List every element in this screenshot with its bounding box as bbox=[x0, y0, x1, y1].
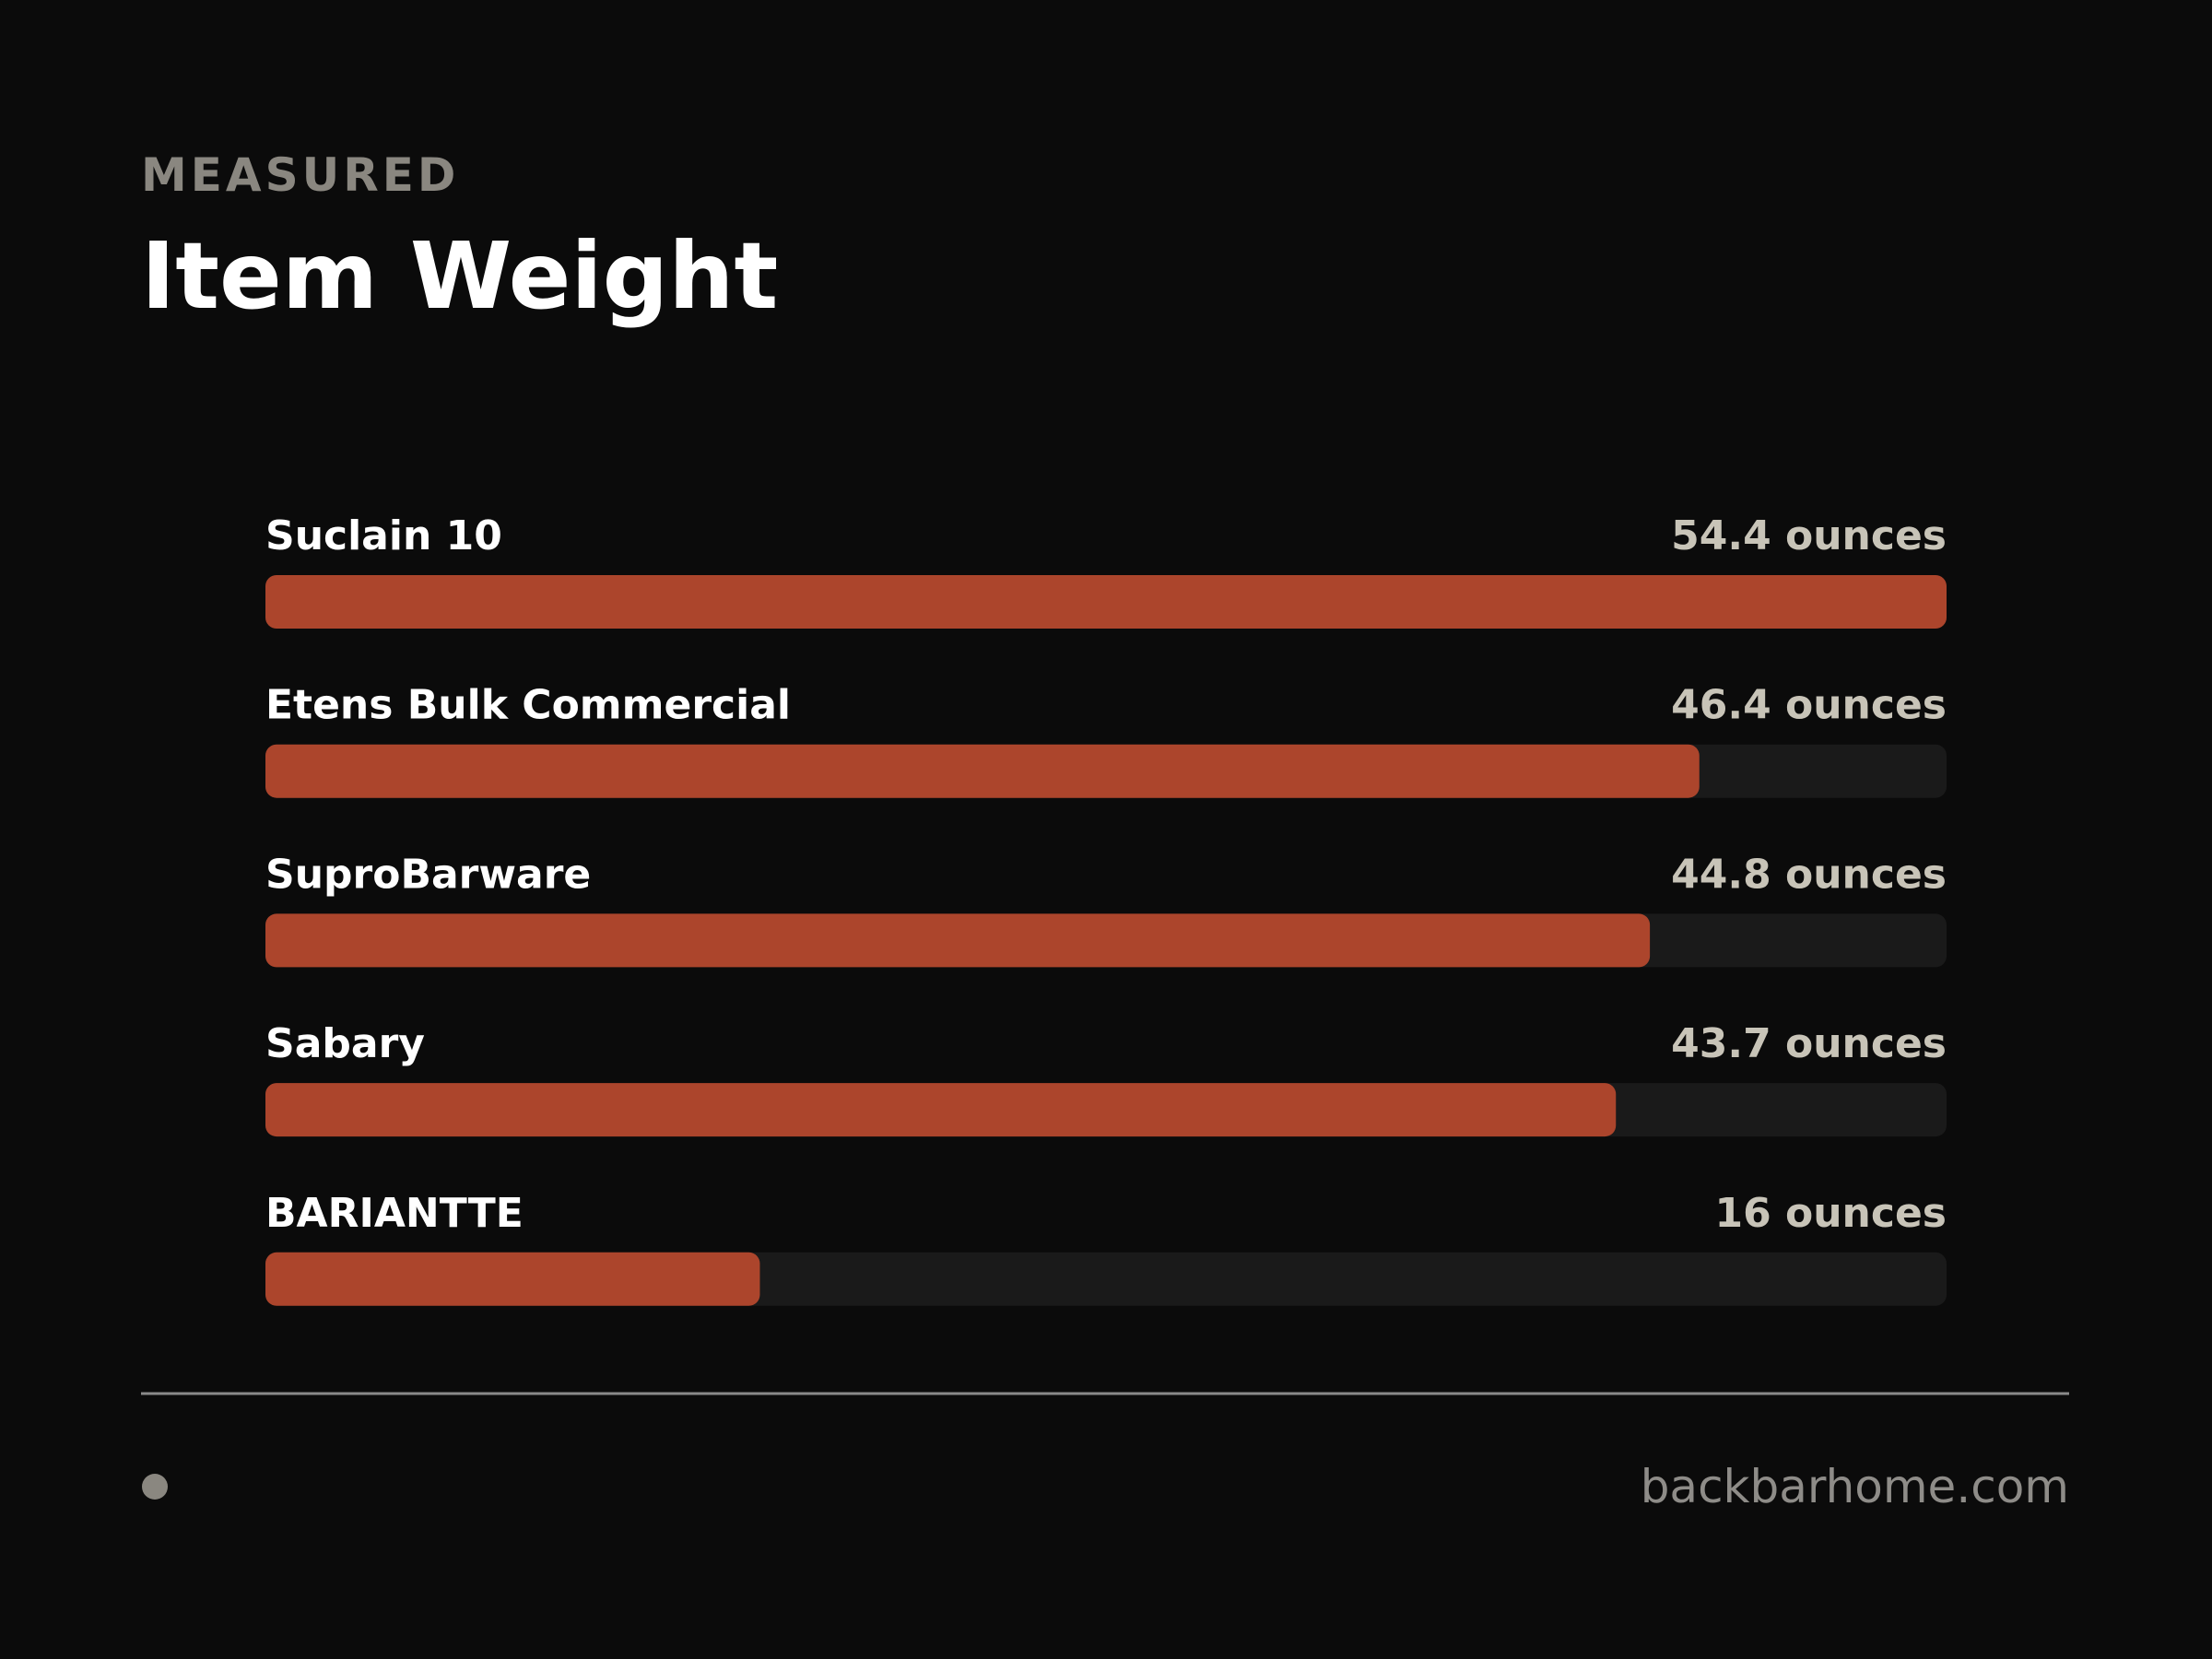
kicker: MEASURED bbox=[141, 148, 459, 202]
value-label: 16 ounces bbox=[1714, 1190, 1947, 1237]
footer-link: backbarhome.com bbox=[1641, 1460, 2069, 1513]
category-label: Suclain 10 bbox=[265, 512, 502, 559]
footer-dot bbox=[142, 1474, 168, 1500]
value-label: 54.4 ounces bbox=[1671, 512, 1947, 559]
bar bbox=[265, 913, 1651, 968]
bar bbox=[265, 1083, 1617, 1137]
category-label: SuproBarware bbox=[265, 851, 591, 898]
value-label: 44.8 ounces bbox=[1671, 851, 1947, 898]
bar bbox=[265, 1252, 760, 1306]
chart-title: Item Weight bbox=[141, 222, 778, 330]
bar bbox=[265, 744, 1700, 798]
value-label: 43.7 ounces bbox=[1671, 1020, 1947, 1067]
category-label: BARIANTTE bbox=[265, 1190, 524, 1237]
bar bbox=[265, 575, 1947, 629]
category-label: Etens Bulk Commercial bbox=[265, 682, 791, 729]
value-label: 46.4 ounces bbox=[1671, 682, 1947, 729]
category-label: Sabary bbox=[265, 1020, 425, 1067]
